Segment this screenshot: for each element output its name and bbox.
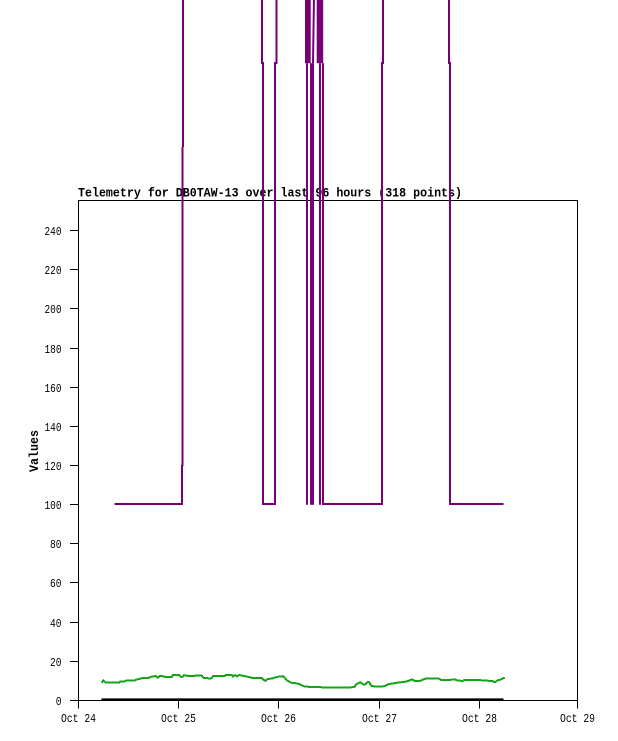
svg-text:180: 180 (45, 343, 62, 357)
svg-text:Oct 25: Oct 25 (161, 712, 196, 726)
svg-text:0: 0 (56, 695, 62, 709)
svg-text:100: 100 (45, 499, 62, 513)
svg-text:240: 240 (45, 225, 62, 239)
svg-text:40: 40 (50, 617, 62, 631)
svg-text:120: 120 (45, 460, 62, 474)
svg-text:Values: Values (27, 430, 42, 472)
svg-text:20: 20 (50, 656, 62, 670)
svg-text:Oct 28: Oct 28 (462, 712, 497, 726)
svg-text:Oct 29: Oct 29 (560, 712, 595, 726)
svg-text:80: 80 (50, 538, 62, 552)
svg-text:220: 220 (45, 264, 62, 278)
svg-text:Oct 24: Oct 24 (61, 712, 96, 726)
svg-text:160: 160 (45, 382, 62, 396)
svg-text:140: 140 (45, 421, 62, 435)
svg-text:Oct 26: Oct 26 (261, 712, 296, 726)
svg-text:Oct 27: Oct 27 (362, 712, 397, 726)
svg-text:200: 200 (45, 303, 62, 317)
svg-text:Telemetry for DB0TAW-13 over l: Telemetry for DB0TAW-13 over last 96 hou… (78, 185, 462, 200)
svg-text:60: 60 (50, 577, 62, 591)
